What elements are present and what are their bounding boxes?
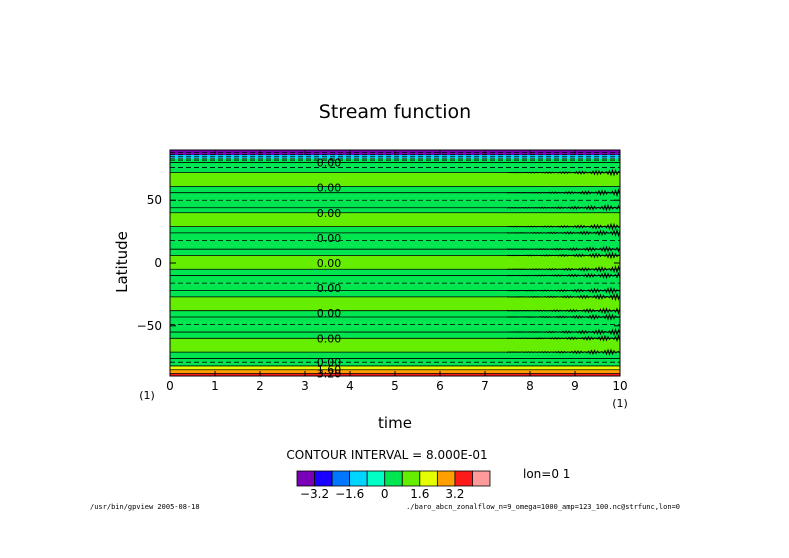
x-tick-label-10: 10 xyxy=(612,379,627,393)
wave-disturbances xyxy=(507,168,621,357)
y-tick-label-0: 50 xyxy=(147,193,162,207)
wave-line-5 xyxy=(507,245,621,253)
contour-label-6: 0.00 xyxy=(317,307,342,320)
band-21 xyxy=(170,352,620,359)
x-index-right: (1) xyxy=(612,397,628,410)
wave-line-11 xyxy=(507,307,621,315)
contour-label-2: 0.00 xyxy=(317,207,342,220)
band-5 xyxy=(170,186,620,193)
y-axis: 50 0 −50 xyxy=(137,193,620,333)
contour-lines xyxy=(170,152,620,374)
contour-label-0: 0.00 xyxy=(317,157,342,170)
wave-line-13 xyxy=(507,327,621,337)
contour-label-9: 1.60 xyxy=(317,364,342,377)
colorbar-tick-label-0: −3.2 xyxy=(300,487,329,501)
x-tick-label-3: 3 xyxy=(301,379,309,393)
wave-line-2 xyxy=(507,204,621,212)
band-1 xyxy=(170,155,620,159)
y-tick-label-2: −50 xyxy=(137,319,162,333)
shaded-bands xyxy=(170,150,620,376)
colorbar-tick-label-3: 1.6 xyxy=(410,487,429,501)
x-tick-label-2: 2 xyxy=(256,379,264,393)
x-axis: 0 1 2 3 4 5 6 7 8 9 10 xyxy=(166,150,628,393)
wave-line-12 xyxy=(507,313,621,321)
colorbar-cell-4 xyxy=(366,470,386,487)
band-11 xyxy=(170,249,620,256)
footer-right: ./baro_abcn_zonalflow_n=9_omega=1000_amp… xyxy=(406,503,680,511)
colorbar-cell-10 xyxy=(472,470,491,487)
slice-text: lon=0 1 xyxy=(523,467,570,481)
wave-line-10 xyxy=(507,292,621,302)
colorbar-cell-6 xyxy=(401,470,421,487)
band-15 xyxy=(170,290,620,297)
colorbar-cell-2 xyxy=(331,470,351,487)
x-tick-label-9: 9 xyxy=(571,379,579,393)
x-tick-label-8: 8 xyxy=(526,379,534,393)
x-tick-label-5: 5 xyxy=(391,379,399,393)
band-19 xyxy=(170,332,620,339)
footer-left: /usr/bin/gpview 2005-08-18 xyxy=(90,503,200,511)
contour-interval-text: CONTOUR INTERVAL = 8.000E-01 xyxy=(286,448,487,462)
contour-label-1: 0.00 xyxy=(317,182,342,195)
colorbar-cell-3 xyxy=(349,470,368,487)
contour-label-4: 0.00 xyxy=(317,257,342,270)
plot-area: 0.000.000.000.000.000.000.000.000.001.60… xyxy=(169,149,621,381)
band-2 xyxy=(170,158,620,163)
band-4 xyxy=(170,172,620,187)
x-tick-label-6: 6 xyxy=(436,379,444,393)
colorbar-cell-8 xyxy=(436,470,456,487)
colorbar-cell-9 xyxy=(454,470,473,487)
x-index-left: (1) xyxy=(139,389,155,402)
x-tick-label-0: 0 xyxy=(166,379,174,393)
wave-line-6 xyxy=(507,251,621,260)
contour-label-5: 0.00 xyxy=(317,282,342,295)
contour-label-8: 0.00 xyxy=(317,356,342,369)
wave-line-9 xyxy=(507,286,621,295)
wave-line-1 xyxy=(507,188,621,198)
x-tick-label-4: 4 xyxy=(346,379,354,393)
colorbar-tick-label-4: 3.2 xyxy=(445,487,464,501)
band-13 xyxy=(170,269,620,276)
wave-line-15 xyxy=(507,348,621,357)
x-tick-label-7: 7 xyxy=(481,379,489,393)
y-axis-label: Latitude xyxy=(113,231,131,293)
band-20 xyxy=(170,338,620,353)
wave-line-7 xyxy=(507,264,621,274)
contour-label-3: 0.00 xyxy=(317,232,342,245)
band-16 xyxy=(170,296,620,311)
colorbar-cell-0 xyxy=(296,470,315,487)
y-tick-label-1: 0 xyxy=(154,256,162,270)
colorbar-cell-1 xyxy=(314,470,333,487)
band-17 xyxy=(170,310,620,317)
x-tick-label-1: 1 xyxy=(211,379,219,393)
band-12 xyxy=(170,255,620,270)
wave-line-0 xyxy=(507,168,621,177)
band-10 xyxy=(170,232,620,250)
band-8 xyxy=(170,212,620,227)
contour-label-10: 3.20 xyxy=(317,367,342,380)
band-9 xyxy=(170,226,620,233)
wave-line-3 xyxy=(507,222,621,231)
colorbar: −3.2 −1.6 0 1.6 3.2 xyxy=(296,470,491,501)
wave-line-4 xyxy=(507,228,621,238)
colorbar-cell-5 xyxy=(384,470,403,487)
contour-label-7: 0.00 xyxy=(317,332,342,345)
wave-line-8 xyxy=(507,271,621,280)
chart-title: Stream function xyxy=(319,101,471,123)
colorbar-cell-7 xyxy=(419,470,438,487)
contour-labels: 0.000.000.000.000.000.000.000.000.001.60… xyxy=(317,157,342,381)
band-23 xyxy=(170,365,620,370)
wave-line-14 xyxy=(507,333,621,343)
colorbar-tick-label-2: 0 xyxy=(381,487,389,501)
band-7 xyxy=(170,207,620,213)
colorbar-tick-label-1: −1.6 xyxy=(335,487,364,501)
x-axis-label: time xyxy=(378,414,412,432)
